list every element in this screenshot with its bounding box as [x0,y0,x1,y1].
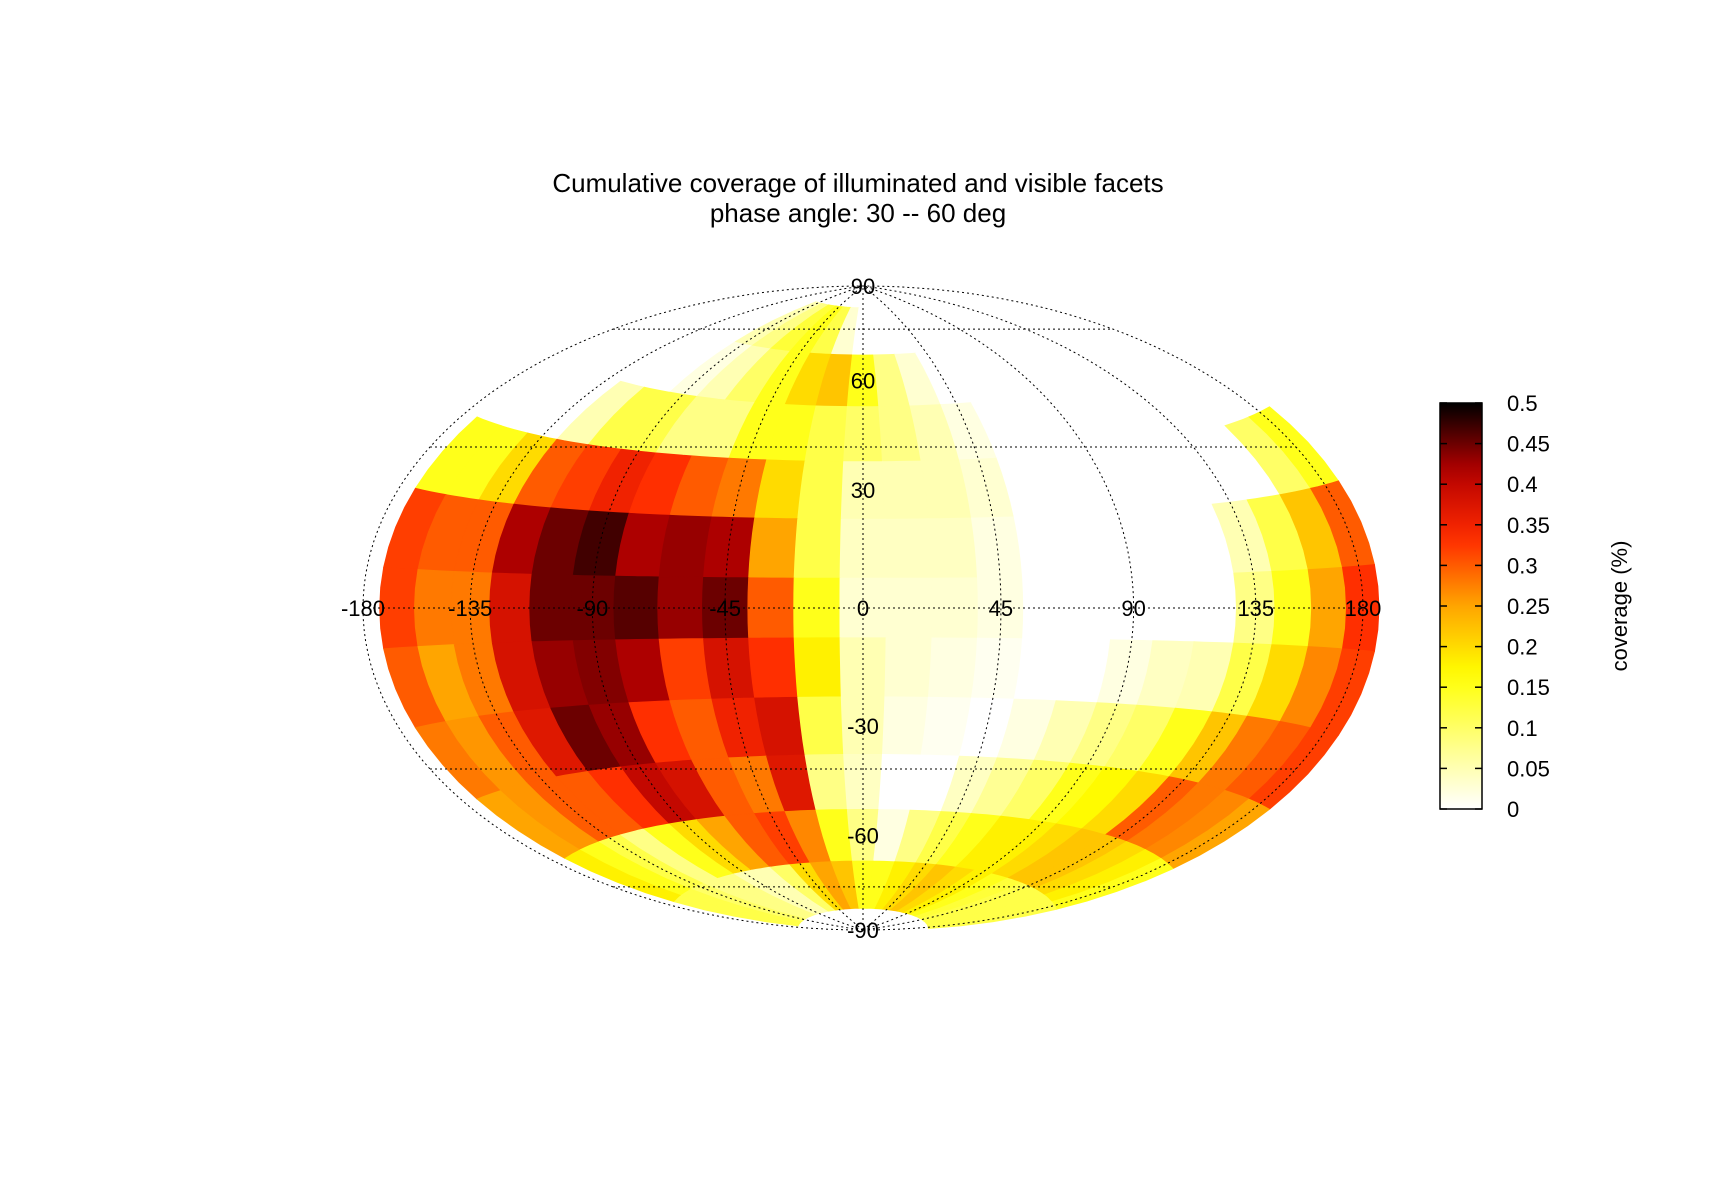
graticule-grid [362,285,1364,931]
meridian-line [862,285,1257,931]
colorbar-tick-label: 0.1 [1507,716,1538,741]
coverage-cell [748,637,799,699]
colorbar-tick-label: 0.45 [1507,432,1550,457]
latitude-tick-label: -90 [847,918,879,943]
longitude-tick-label: -135 [448,596,492,621]
longitude-tick-label: -90 [577,596,609,621]
latitude-tick-label: 90 [851,274,875,299]
colorbar: 0 0.05 0.1 0.15 0.2 0.25 0.3 0.35 0.4 0.45 0.5 cove… [1439,391,1632,822]
coverage-cells [379,286,1380,930]
longitude-tick-label: -45 [709,596,741,621]
colorbar-tick-label: 0.25 [1507,594,1550,619]
colorbar-label: coverage (%) [1607,541,1632,672]
meridian-line [469,285,864,931]
chart-title: Cumulative coverage of illuminated and v… [552,168,1164,198]
coverage-cell [881,460,929,520]
latitude-tick-label: -30 [847,714,879,739]
coverage-cell [843,754,883,810]
latitude-tick-label: 30 [851,478,875,503]
meridian-line [724,285,864,931]
longitude-tick-label: 0 [857,596,869,621]
latitude-tick-label: -60 [847,824,879,849]
longitude-tick-label: 135 [1237,596,1274,621]
coverage-cell [927,901,1057,930]
axis-tick-labels: -180 -135 -90 -45 0 45 90 135 180 90 60 30 -30 -60 -90 [341,274,1381,943]
coverage-cell [797,696,845,756]
coverage-cell [793,637,842,698]
colorbar-tick-label: 0.3 [1507,553,1538,578]
coverage-cell [793,518,842,579]
latitude-tick-label: 60 [851,368,875,393]
coverage-cell [489,572,533,644]
colorbar-tick-label: 0.2 [1507,635,1538,660]
coverage-cell [1193,572,1237,644]
coverage-cell [1271,569,1313,647]
colorbar-tick-label: 0.4 [1507,472,1538,497]
coverage-cell [970,516,1023,579]
longitude-tick-label: 180 [1345,596,1382,621]
coverage-cell [884,518,933,579]
longitude-tick-label: 90 [1121,596,1145,621]
longitude-tick-label: -180 [341,596,385,621]
coverage-cell [529,573,574,643]
chart-subtitle: phase angle: 30 -- 60 deg [709,198,1007,228]
coverage-cell [797,460,845,520]
colorbar-tick-label: 0.5 [1507,391,1538,416]
meridian-line [862,285,1364,931]
longitude-tick-label: 45 [989,596,1013,621]
coverage-cell [927,517,978,579]
coverage-cell [703,516,756,579]
coverage-cell [748,517,799,579]
meridian-line [862,285,1002,931]
colorbar-tick-label: 0.05 [1507,756,1550,781]
meridian-line [591,285,864,931]
coverage-cell [881,696,929,756]
colorbar-tick-label: 0.15 [1507,675,1550,700]
coverage-cell [613,575,660,641]
coverage-cell [927,637,978,699]
colorbar-tick-label: 0.35 [1507,513,1550,538]
colorbar-tick-label: 0 [1507,797,1519,822]
coverage-cell [884,637,933,698]
